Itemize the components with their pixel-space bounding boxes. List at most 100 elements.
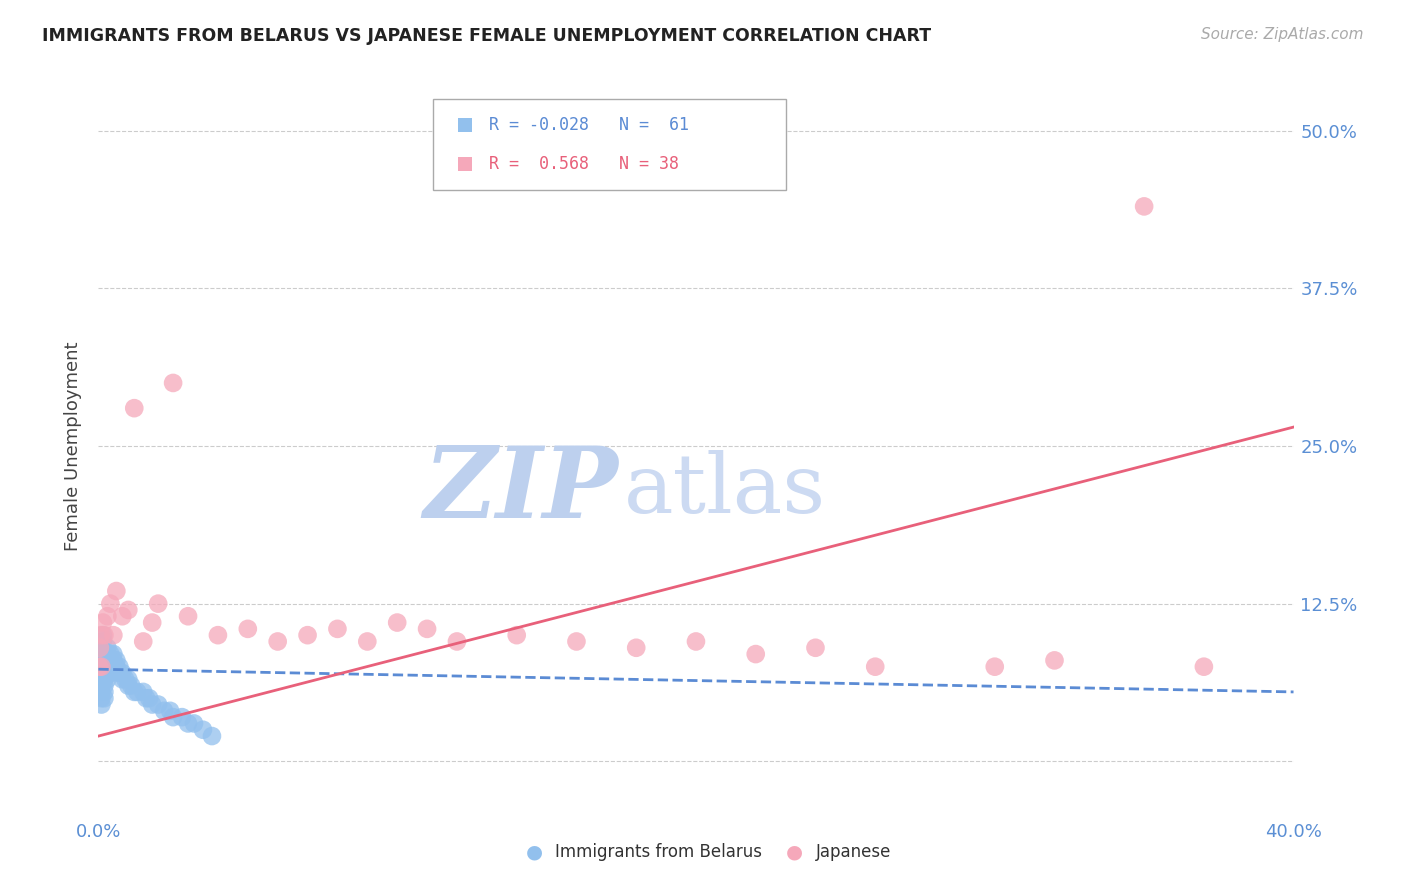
Point — [183, 716, 205, 731]
Point — [626, 640, 648, 655]
Point — [120, 679, 142, 693]
Point — [96, 665, 118, 680]
Point — [1192, 659, 1215, 673]
Point — [93, 685, 115, 699]
Point — [177, 716, 200, 731]
Point — [90, 685, 112, 699]
Text: ZIP: ZIP — [423, 442, 619, 538]
Point — [89, 653, 111, 667]
Point — [91, 615, 114, 630]
Point — [326, 622, 349, 636]
Point — [103, 647, 125, 661]
Point — [148, 698, 170, 712]
Point — [162, 376, 184, 390]
Point — [103, 659, 125, 673]
Point — [1043, 653, 1066, 667]
Point — [506, 628, 529, 642]
Point — [89, 665, 111, 680]
Text: R =  0.568   N = 38: R = 0.568 N = 38 — [489, 154, 679, 173]
Point — [90, 628, 112, 642]
Text: ●: ● — [526, 842, 543, 862]
Point — [804, 640, 827, 655]
Point — [93, 673, 115, 687]
Point — [117, 673, 139, 687]
Point — [132, 685, 155, 699]
Point — [90, 679, 112, 693]
Point — [93, 691, 115, 706]
Point — [138, 691, 160, 706]
Point — [865, 659, 887, 673]
Point — [117, 603, 139, 617]
Point — [177, 609, 200, 624]
Point — [90, 659, 112, 673]
Y-axis label: Female Unemployment: Female Unemployment — [65, 342, 83, 550]
Point — [98, 659, 122, 673]
Point — [90, 685, 112, 699]
Point — [685, 634, 707, 648]
Point — [93, 665, 115, 680]
Point — [96, 640, 118, 655]
Point — [89, 659, 111, 673]
Point — [141, 615, 163, 630]
Point — [153, 704, 176, 718]
Point — [108, 665, 131, 680]
Point — [111, 673, 134, 687]
Point — [90, 698, 112, 712]
Point — [98, 597, 122, 611]
Point — [132, 634, 155, 648]
Point — [565, 634, 588, 648]
Point — [148, 597, 170, 611]
Point — [141, 698, 163, 712]
Text: IMMIGRANTS FROM BELARUS VS JAPANESE FEMALE UNEMPLOYMENT CORRELATION CHART: IMMIGRANTS FROM BELARUS VS JAPANESE FEMA… — [42, 27, 931, 45]
Point — [207, 628, 229, 642]
Text: R = -0.028   N =  61: R = -0.028 N = 61 — [489, 116, 689, 134]
Point — [90, 665, 112, 680]
Point — [93, 653, 115, 667]
Point — [297, 628, 319, 642]
Point — [93, 628, 115, 642]
Point — [114, 673, 136, 687]
Point — [385, 615, 409, 630]
Point — [98, 647, 122, 661]
Text: Immigrants from Belarus: Immigrants from Belarus — [555, 843, 762, 861]
Point — [1133, 199, 1156, 213]
Point — [96, 659, 118, 673]
Point — [135, 691, 157, 706]
FancyBboxPatch shape — [433, 99, 786, 190]
Text: Source: ZipAtlas.com: Source: ZipAtlas.com — [1201, 27, 1364, 42]
Point — [172, 710, 194, 724]
Point — [98, 653, 122, 667]
Point — [105, 659, 128, 673]
Point — [745, 647, 768, 661]
Point — [159, 704, 181, 718]
Point — [162, 710, 184, 724]
Point — [91, 628, 114, 642]
Point — [103, 628, 125, 642]
Point — [91, 634, 114, 648]
Point — [191, 723, 214, 737]
Point — [90, 673, 112, 687]
Point — [984, 659, 1007, 673]
Point — [103, 653, 125, 667]
Point — [127, 685, 149, 699]
Point — [96, 673, 118, 687]
Point — [117, 679, 139, 693]
Point — [105, 584, 128, 599]
Point — [89, 679, 111, 693]
Point — [416, 622, 439, 636]
Point — [98, 665, 122, 680]
Point — [89, 659, 111, 673]
Point — [96, 609, 118, 624]
Text: atlas: atlas — [624, 450, 827, 530]
Text: Japanese: Japanese — [815, 843, 891, 861]
Point — [124, 685, 146, 699]
Point — [236, 622, 259, 636]
Point — [96, 653, 118, 667]
Point — [87, 673, 110, 687]
Point — [90, 647, 112, 661]
Point — [90, 691, 112, 706]
Point — [93, 679, 115, 693]
Point — [93, 659, 115, 673]
Point — [267, 634, 290, 648]
Point — [108, 659, 131, 673]
